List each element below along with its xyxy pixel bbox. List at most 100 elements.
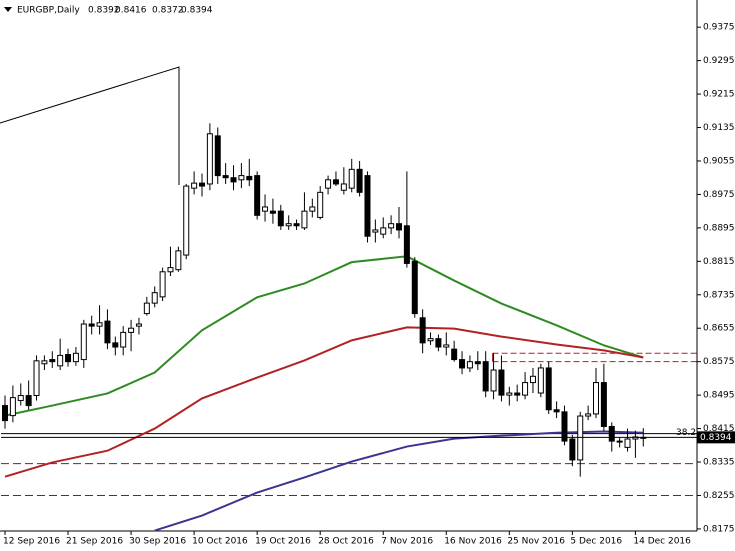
candle-body bbox=[608, 425, 615, 442]
candle-body bbox=[545, 367, 552, 411]
chart-title: EURGBP,Daily bbox=[17, 6, 80, 16]
candle-body bbox=[151, 292, 158, 304]
candle-body bbox=[459, 359, 466, 369]
candle-body bbox=[41, 360, 48, 365]
candle-body bbox=[269, 210, 276, 214]
y-tick-label: 0.8895 bbox=[703, 223, 735, 233]
candle-body bbox=[135, 323, 142, 327]
candle-body bbox=[238, 175, 245, 181]
candle-body bbox=[419, 317, 426, 344]
moving-average bbox=[4, 326, 644, 478]
candle-body bbox=[325, 179, 332, 189]
candle-body bbox=[120, 331, 127, 348]
candle-body bbox=[214, 135, 221, 177]
candle-body bbox=[199, 182, 205, 187]
candle-body bbox=[25, 395, 32, 407]
candle-body bbox=[159, 271, 166, 298]
candle-body bbox=[17, 395, 24, 402]
y-tick-label: 0.9295 bbox=[703, 56, 735, 66]
x-tick-label: 25 Nov 2016 bbox=[507, 537, 565, 547]
candle-body bbox=[206, 133, 213, 185]
moving-average bbox=[154, 430, 644, 532]
candle-body bbox=[167, 267, 174, 273]
candle-body bbox=[514, 392, 521, 396]
x-tick-label: 5 Dec 2016 bbox=[570, 537, 622, 547]
candle-body bbox=[569, 438, 576, 461]
price-label: 0.8394 bbox=[700, 433, 732, 443]
candle-body bbox=[191, 182, 198, 189]
candle-body bbox=[624, 438, 631, 448]
y-tick-label: 0.8335 bbox=[703, 458, 735, 468]
candle-body bbox=[2, 405, 8, 422]
moving-average bbox=[4, 255, 644, 417]
y-tick-label: 0.9135 bbox=[703, 123, 735, 133]
candle-body bbox=[553, 409, 560, 413]
y-tick-label: 0.9215 bbox=[703, 90, 735, 100]
candle-body bbox=[262, 206, 269, 212]
candle-body bbox=[277, 210, 284, 227]
candle-body bbox=[403, 225, 410, 264]
y-tick-label: 0.8255 bbox=[703, 491, 735, 501]
candle-body bbox=[600, 382, 607, 427]
candle-body bbox=[293, 223, 300, 227]
candle-body bbox=[490, 369, 497, 392]
candle-body bbox=[128, 327, 135, 333]
candle-body bbox=[443, 344, 450, 348]
candle-body bbox=[49, 359, 56, 363]
candle-body bbox=[388, 223, 395, 229]
ohlc-open: 0.8392 bbox=[88, 6, 120, 16]
candle-body bbox=[65, 354, 72, 363]
candle-body bbox=[143, 302, 150, 315]
candle-body bbox=[482, 361, 489, 392]
candle-body bbox=[364, 175, 371, 237]
candle-body bbox=[396, 223, 402, 231]
x-tick-label: 12 Sep 2016 bbox=[3, 537, 60, 547]
candle-body bbox=[427, 338, 434, 342]
candle-body bbox=[411, 260, 418, 315]
candle-body bbox=[585, 413, 592, 417]
y-tick-label: 0.8575 bbox=[703, 357, 735, 367]
candle-body bbox=[175, 250, 182, 271]
candle-body bbox=[537, 367, 544, 394]
candle-body bbox=[435, 338, 442, 348]
y-tick-label: 0.8655 bbox=[703, 324, 735, 334]
candle-body bbox=[498, 369, 505, 396]
y-tick-label: 0.8815 bbox=[703, 257, 735, 267]
y-tick-label: 0.8175 bbox=[703, 524, 735, 534]
candle-body bbox=[285, 223, 292, 227]
candle-body bbox=[466, 361, 473, 369]
candle-body bbox=[112, 342, 119, 348]
y-tick-label: 0.9375 bbox=[703, 23, 735, 33]
candle-body bbox=[33, 360, 40, 397]
x-tick-label: 21 Sep 2016 bbox=[66, 537, 123, 547]
menu-arrow[interactable] bbox=[4, 7, 12, 12]
ohlc-close: 0.8394 bbox=[181, 6, 213, 16]
candle-body bbox=[529, 375, 536, 384]
level-label: 38.2 bbox=[676, 428, 696, 438]
candle-body bbox=[88, 323, 95, 327]
header: EURGBP,Daily 0.8392 0.8416 0.8372 0.8394 bbox=[17, 6, 213, 16]
y-tick-label: 0.9055 bbox=[703, 156, 735, 166]
y-tick-label: 0.8735 bbox=[703, 290, 735, 300]
ohlc-high: 0.8416 bbox=[115, 6, 147, 16]
candle-body bbox=[340, 183, 347, 191]
candle-body bbox=[372, 229, 379, 233]
y-tick-label: 0.8975 bbox=[703, 190, 735, 200]
candle-body bbox=[348, 168, 355, 189]
candle-body bbox=[9, 397, 16, 417]
candle-body bbox=[593, 382, 599, 415]
candle-body bbox=[230, 177, 237, 183]
x-tick-label: 14 Dec 2016 bbox=[633, 537, 691, 547]
candle-body bbox=[96, 322, 103, 327]
x-tick-label: 7 Nov 2016 bbox=[381, 537, 433, 547]
candle-body bbox=[506, 392, 513, 396]
candle-body bbox=[246, 175, 253, 181]
candle-body bbox=[104, 320, 111, 344]
candle-body bbox=[317, 191, 324, 218]
candle-body bbox=[616, 440, 623, 443]
x-tick-label: 10 Oct 2016 bbox=[192, 537, 248, 547]
candle-body bbox=[183, 185, 190, 256]
candle-body bbox=[561, 411, 568, 442]
